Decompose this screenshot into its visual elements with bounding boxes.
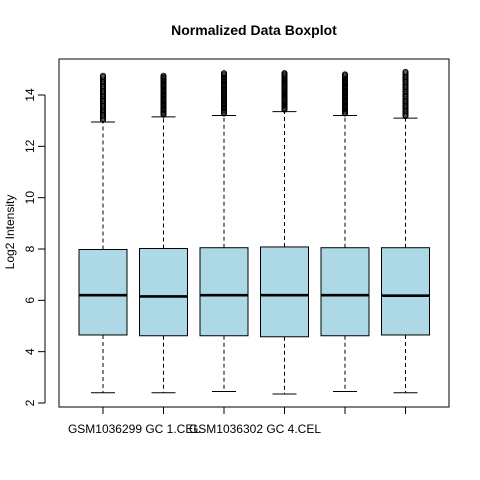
box-rect-4: [260, 246, 309, 338]
y-axis-label: Log2 Intensity: [3, 195, 17, 270]
y-tick-label-10: 10: [23, 191, 37, 205]
box-2: [139, 72, 188, 394]
outliers-4: [281, 70, 288, 113]
outlier-point: [220, 70, 228, 77]
y-tick-label-14: 14: [23, 88, 37, 102]
outliers-2: [160, 72, 167, 118]
outliers-1: [99, 72, 107, 123]
outlier-point: [281, 70, 288, 77]
outliers-6: [402, 68, 409, 120]
box-rect-2: [139, 247, 188, 337]
y-tick-label-6: 6: [23, 297, 37, 304]
box-rect-1: [78, 249, 128, 336]
box-rect-5: [320, 247, 370, 337]
x-tick-label-1: GSM1036299 GC 1.CEL: [68, 422, 200, 436]
y-tick-label-4: 4: [23, 348, 37, 355]
box-5: [320, 71, 370, 392]
outlier-point: [99, 72, 107, 79]
box-rect-3: [199, 247, 249, 337]
outliers-3: [220, 70, 228, 117]
boxes-group: [78, 68, 430, 395]
y-tick-label-12: 12: [23, 139, 37, 153]
chart-title: Normalized Data Boxplot: [171, 22, 337, 38]
box-3: [199, 70, 249, 392]
plot-frame: [58, 58, 450, 408]
outlier-point: [160, 72, 167, 79]
box-1: [78, 72, 128, 394]
outlier-point: [341, 71, 349, 78]
outlier-point: [402, 68, 409, 75]
y-tick-label-2: 2: [23, 399, 37, 406]
y-axis: 2 4 6 8 10 12 14: [23, 88, 46, 406]
x-tick-label-3: GSM1036302 GC 4.CEL: [189, 422, 321, 436]
box-4: [260, 70, 309, 395]
box-rect-6: [381, 247, 430, 336]
y-tick-label-8: 8: [23, 245, 37, 252]
outliers-5: [341, 71, 349, 117]
box-6: [381, 68, 430, 394]
